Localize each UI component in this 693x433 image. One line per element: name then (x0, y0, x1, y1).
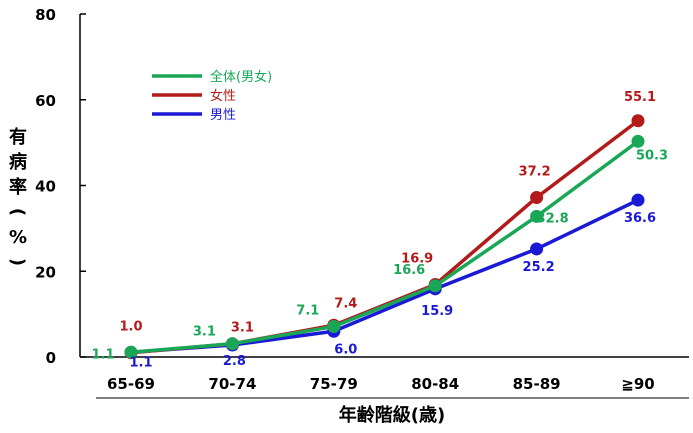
x-tick-label: 65-69 (107, 375, 155, 393)
x-tick-label: 80-84 (411, 375, 459, 393)
y-axis-title-char: 率 (9, 176, 27, 198)
data-label: 15.9 (421, 304, 453, 319)
legend-label: 全体(男女) (210, 69, 272, 85)
y-axis-title-char: % (9, 227, 27, 248)
data-point (631, 193, 645, 207)
data-label: 36.6 (624, 211, 656, 226)
data-label: 3.1 (193, 325, 216, 340)
data-label: 16.6 (393, 263, 425, 278)
data-label: 25.2 (523, 260, 555, 275)
data-point (631, 134, 645, 148)
data-labels: 1.1 3.1 7.1 16.6 32.8 50.3 1.0 3.1 7.4 16.9 37.2 55… (91, 90, 668, 371)
data-label: 1.1 (129, 355, 152, 370)
x-tick-label: 70-74 (208, 375, 256, 393)
data-point (428, 279, 442, 293)
data-label: 37.2 (519, 165, 551, 180)
data-label: 1.0 (119, 320, 142, 335)
y-axis-title-char: 有 (9, 126, 27, 148)
data-point (631, 114, 645, 128)
y-tick-label: 40 (35, 178, 56, 196)
data-label: 2.8 (223, 354, 246, 369)
x-ticks: 65-69 70-74 75-79 80-84 85-89 ≧90 (107, 375, 655, 393)
data-label: 6.0 (334, 342, 357, 357)
y-ticks: 0 20 40 60 80 (35, 6, 86, 367)
y-axis-title-char: ( (7, 208, 28, 216)
y-axis-title: 有病率 (%) (7, 126, 28, 266)
data-label: 7.4 (334, 296, 357, 311)
data-label: 1.1 (91, 347, 114, 362)
data-point (225, 337, 239, 351)
y-axis-title-char: ) (7, 258, 28, 266)
data-label: 3.1 (231, 321, 254, 336)
axes (79, 14, 689, 399)
y-tick-label: 0 (46, 349, 56, 367)
legend-label: 男性 (210, 108, 236, 123)
y-tick-label: 60 (35, 92, 56, 110)
y-axis-title-char: 病 (9, 151, 27, 173)
data-label: 32.8 (537, 211, 569, 226)
data-label: 7.1 (296, 304, 319, 319)
data-label: 16.9 (401, 252, 433, 267)
data-point (530, 242, 544, 256)
x-tick-label: ≧90 (621, 375, 654, 393)
series-layer (124, 114, 645, 360)
y-tick-label: 20 (35, 263, 56, 281)
legend-label: 女性 (210, 88, 236, 104)
data-label: 55.1 (624, 90, 656, 105)
x-axis-title: 年齢階級(歳) (339, 404, 445, 426)
data-point (530, 209, 544, 223)
data-point (124, 345, 138, 359)
y-tick-label: 80 (35, 6, 56, 24)
data-point (530, 191, 544, 205)
series-line (130, 139, 640, 355)
data-label: 50.3 (636, 148, 668, 163)
data-point (327, 320, 341, 334)
x-tick-label: 75-79 (310, 375, 358, 393)
x-tick-label: 85-89 (513, 375, 561, 393)
